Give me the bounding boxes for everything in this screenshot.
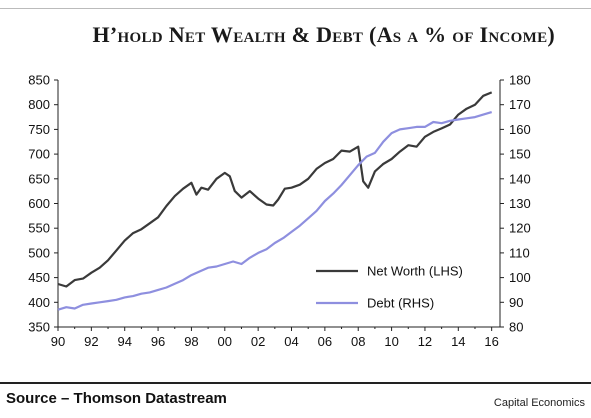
series-line-debt [57, 111, 493, 311]
x-tick-label: 96 [151, 334, 165, 349]
x-tick-label: 00 [218, 334, 232, 349]
axes-layer: 3504004505005506006507007508008508090100… [28, 73, 530, 350]
right-tick-label: 130 [509, 196, 531, 211]
chart-title: H’hold Net Wealth & Debt (As a % of Inco… [92, 22, 555, 47]
legend: Net Worth (LHS) Debt (RHS) [316, 264, 463, 311]
right-tick-label: 140 [509, 171, 531, 186]
footer-rule [0, 382, 591, 384]
right-tick-label: 110 [509, 245, 530, 260]
right-tick-label: 150 [509, 147, 531, 162]
right-tick-label: 170 [509, 97, 531, 112]
source-note: Source – Thomson Datastream [6, 390, 227, 407]
x-tick-label: 92 [84, 334, 98, 349]
left-tick-label: 750 [28, 122, 50, 137]
right-tick-label: 180 [509, 73, 531, 88]
credit-note: Capital Economics [493, 397, 585, 409]
x-tick-label: 14 [451, 334, 465, 349]
x-tick-label: 16 [484, 334, 498, 349]
left-tick-label: 650 [28, 171, 50, 186]
right-tick-label: 100 [509, 270, 531, 285]
left-tick-label: 500 [28, 245, 50, 260]
left-tick-label: 550 [28, 221, 50, 236]
left-tick-label: 350 [28, 320, 50, 335]
left-tick-label: 400 [28, 295, 50, 310]
series-line-net-worth [57, 91, 493, 288]
x-tick-label: 08 [351, 334, 365, 349]
series-layer [57, 91, 493, 311]
x-tick-label: 90 [51, 334, 65, 349]
right-tick-label: 160 [509, 122, 531, 137]
x-tick-label: 06 [318, 334, 332, 349]
x-tick-label: 98 [184, 334, 198, 349]
left-tick-label: 700 [28, 147, 50, 162]
legend-label: Debt (RHS) [367, 296, 434, 311]
left-tick-label: 850 [28, 73, 50, 88]
x-tick-label: 94 [117, 334, 131, 349]
x-tick-label: 12 [418, 334, 432, 349]
x-tick-label: 02 [251, 334, 265, 349]
right-tick-label: 80 [509, 320, 523, 335]
x-tick-label: 04 [284, 334, 298, 349]
legend-label: Net Worth (LHS) [367, 264, 463, 279]
left-tick-label: 800 [28, 97, 50, 112]
right-tick-label: 90 [509, 295, 523, 310]
top-rule [0, 8, 591, 9]
left-tick-label: 600 [28, 196, 50, 211]
right-tick-label: 120 [509, 221, 531, 236]
left-tick-label: 450 [28, 270, 50, 285]
x-tick-label: 10 [384, 334, 398, 349]
